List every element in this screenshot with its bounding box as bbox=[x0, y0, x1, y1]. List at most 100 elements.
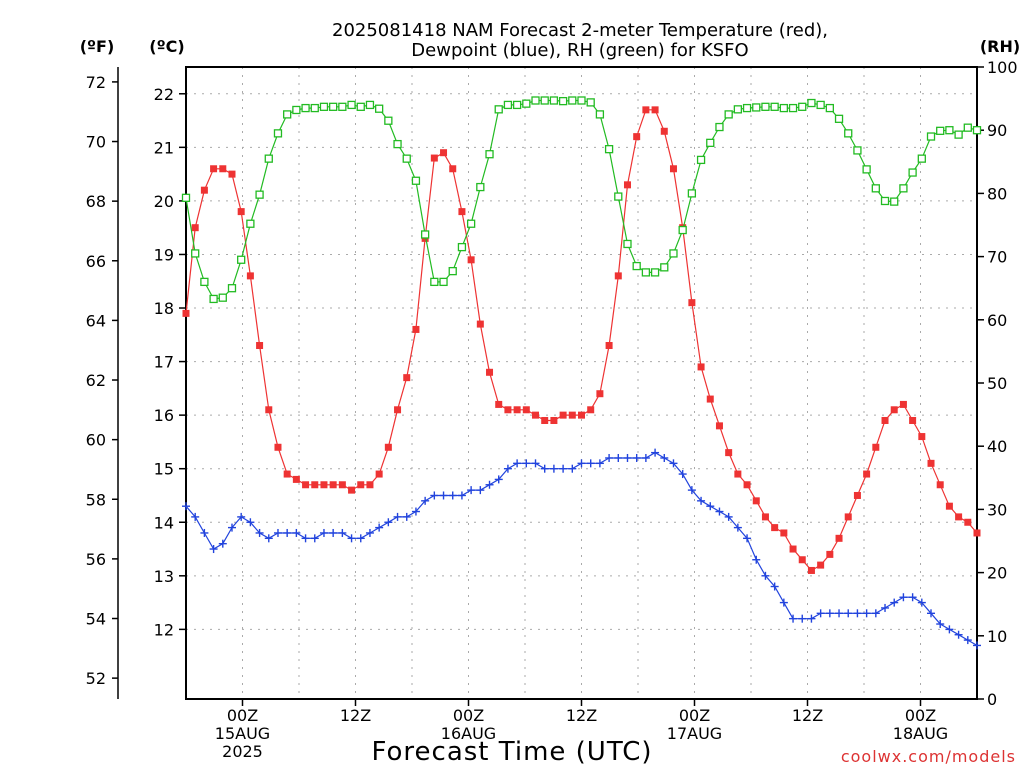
data-point-temperature bbox=[881, 416, 889, 424]
fahrenheit-tick-label: 70 bbox=[86, 133, 106, 152]
data-point-dewpoint bbox=[182, 502, 190, 511]
data-point-temperature bbox=[798, 556, 806, 564]
data-point-rh bbox=[319, 102, 329, 111]
data-point-dewpoint bbox=[494, 475, 503, 484]
data-point-temperature bbox=[329, 481, 337, 489]
data-point-temperature bbox=[357, 481, 365, 489]
data-point-dewpoint bbox=[908, 593, 917, 602]
data-point-dewpoint bbox=[623, 453, 632, 462]
x-tick-label: 12Z bbox=[792, 706, 823, 725]
data-point-rh bbox=[844, 129, 853, 138]
data-point-dewpoint bbox=[789, 614, 798, 623]
data-point-dewpoint bbox=[430, 491, 439, 500]
x-tick-label: 00Z bbox=[453, 706, 484, 725]
data-point-temperature bbox=[715, 422, 723, 430]
rh-tick-label: 0 bbox=[987, 690, 997, 709]
data-point-rh bbox=[678, 225, 687, 235]
data-point-dewpoint bbox=[917, 598, 926, 607]
x-axis-label: Forecast Time (UTC) bbox=[371, 737, 652, 767]
data-point-temperature bbox=[256, 342, 264, 350]
series-line-rh bbox=[185, 99, 978, 300]
data-point-temperature bbox=[734, 470, 742, 478]
data-point-dewpoint bbox=[393, 512, 402, 521]
data-point-dewpoint bbox=[457, 491, 466, 500]
data-point-temperature bbox=[844, 513, 852, 521]
data-point-rh bbox=[329, 102, 338, 111]
data-point-dewpoint bbox=[568, 464, 577, 473]
chart-title-line1: 2025081418 NAM Forecast 2-meter Temperat… bbox=[332, 20, 828, 41]
data-point-rh bbox=[917, 154, 926, 163]
data-point-rh bbox=[292, 105, 301, 115]
data-point-temperature bbox=[394, 406, 402, 414]
data-point-dewpoint bbox=[614, 453, 623, 462]
data-point-dewpoint bbox=[264, 534, 273, 543]
fahrenheit-tick-label: 52 bbox=[86, 669, 106, 688]
fahrenheit-tick-label: 58 bbox=[86, 490, 106, 509]
data-point-temperature bbox=[375, 470, 383, 478]
data-point-temperature bbox=[486, 368, 494, 376]
data-point-temperature bbox=[495, 400, 503, 408]
data-point-rh bbox=[752, 103, 761, 112]
data-point-rh bbox=[880, 196, 890, 206]
fahrenheit-tick-label: 66 bbox=[86, 252, 106, 271]
data-point-dewpoint bbox=[724, 512, 733, 521]
data-point-dewpoint bbox=[319, 528, 328, 537]
data-point-dewpoint bbox=[338, 528, 347, 537]
data-point-dewpoint bbox=[936, 620, 945, 629]
data-point-rh bbox=[218, 293, 227, 302]
celsius-tick-label: 15 bbox=[154, 460, 174, 479]
data-point-dewpoint bbox=[798, 614, 807, 623]
data-point-rh bbox=[816, 100, 825, 110]
data-point-rh bbox=[522, 99, 531, 108]
data-point-temperature bbox=[955, 513, 963, 521]
data-point-rh bbox=[255, 190, 264, 199]
data-point-dewpoint bbox=[807, 614, 816, 623]
data-point-dewpoint bbox=[669, 459, 678, 468]
rh-tick-label: 50 bbox=[987, 374, 1007, 393]
data-point-rh bbox=[650, 268, 660, 277]
data-point-dewpoint bbox=[890, 598, 899, 607]
data-point-temperature bbox=[578, 411, 585, 419]
data-point-rh bbox=[430, 277, 439, 287]
data-point-rh bbox=[540, 96, 549, 105]
data-point-dewpoint bbox=[927, 609, 936, 618]
data-point-temperature bbox=[752, 497, 760, 505]
data-point-temperature bbox=[642, 106, 650, 114]
data-point-dewpoint bbox=[586, 459, 595, 468]
data-point-temperature bbox=[384, 443, 392, 451]
data-point-dewpoint bbox=[476, 486, 485, 495]
data-point-temperature bbox=[532, 411, 540, 419]
x-tick-label: 15AUG bbox=[215, 724, 270, 743]
data-point-rh bbox=[742, 103, 752, 113]
celsius-tick-label: 17 bbox=[154, 353, 174, 372]
data-point-dewpoint bbox=[522, 459, 531, 468]
data-point-rh bbox=[733, 105, 743, 114]
data-point-rh bbox=[807, 98, 816, 108]
data-point-dewpoint bbox=[853, 609, 862, 618]
data-point-dewpoint bbox=[651, 448, 660, 457]
grid-lines bbox=[186, 67, 977, 699]
data-point-temperature bbox=[237, 208, 245, 216]
data-point-dewpoint bbox=[347, 534, 356, 543]
data-point-temperature bbox=[348, 486, 356, 494]
fahrenheit-tick-label: 56 bbox=[86, 550, 106, 569]
data-point-dewpoint bbox=[660, 453, 669, 462]
data-point-temperature bbox=[826, 550, 834, 558]
data-point-rh bbox=[696, 155, 706, 165]
data-point-temperature bbox=[899, 400, 907, 408]
data-point-rh bbox=[448, 266, 457, 276]
celsius-tick-label: 20 bbox=[154, 192, 174, 211]
data-point-dewpoint bbox=[273, 528, 282, 537]
x-tick-label: 17AUG bbox=[667, 724, 722, 743]
data-point-rh bbox=[798, 102, 807, 111]
data-point-rh bbox=[466, 219, 476, 228]
fahrenheit-tick-label: 62 bbox=[86, 371, 106, 390]
fahrenheit-tick-label: 72 bbox=[86, 73, 106, 92]
data-point-dewpoint bbox=[411, 507, 420, 516]
data-point-rh bbox=[375, 104, 384, 113]
data-point-rh bbox=[623, 239, 632, 249]
data-point-dewpoint bbox=[641, 453, 650, 462]
data-point-temperature bbox=[789, 545, 797, 553]
data-point-temperature bbox=[274, 443, 282, 451]
rh-tick-label: 70 bbox=[987, 248, 1007, 267]
